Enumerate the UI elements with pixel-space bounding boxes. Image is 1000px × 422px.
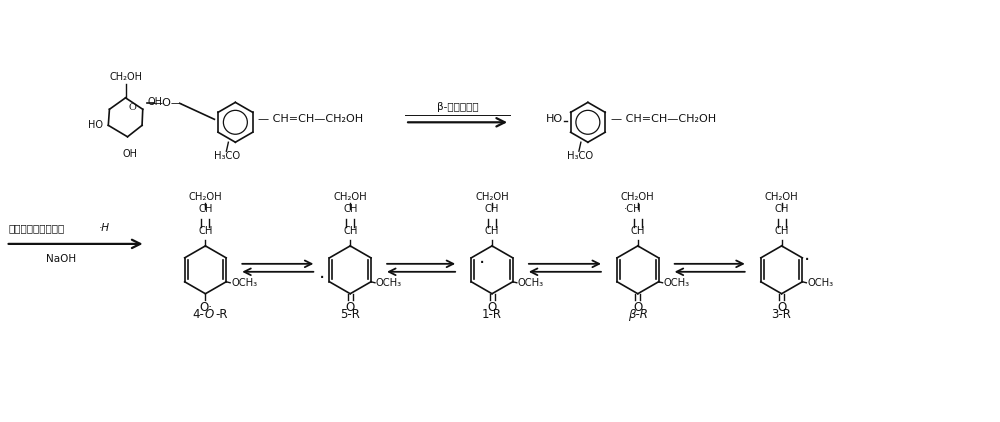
Text: ·: ·	[804, 252, 810, 271]
Text: CH₂OH: CH₂OH	[765, 192, 798, 202]
Text: ·CH: ·CH	[624, 204, 642, 214]
Text: β-葡萄糖苷酶: β-葡萄糖苷酶	[437, 102, 478, 112]
Text: CH₂OH: CH₂OH	[475, 192, 509, 202]
Text: OCH₃: OCH₃	[807, 278, 833, 288]
Text: CH₂OH: CH₂OH	[621, 192, 655, 202]
Text: — CH=CH—CH₂OH: — CH=CH—CH₂OH	[611, 114, 716, 124]
Text: 1-R: 1-R	[482, 308, 502, 321]
Text: O: O	[777, 301, 786, 314]
Text: CH: CH	[198, 226, 213, 236]
Text: CH: CH	[485, 204, 499, 214]
Text: O·: O·	[199, 301, 212, 314]
Text: H₃CO: H₃CO	[214, 151, 240, 161]
Text: O: O	[129, 103, 136, 112]
Text: HO: HO	[546, 114, 563, 124]
Text: 3-R: 3-R	[772, 308, 792, 321]
Text: OCH₃: OCH₃	[664, 278, 690, 288]
Text: O: O	[346, 301, 355, 314]
Text: H₃CO: H₃CO	[567, 151, 593, 161]
Text: CH: CH	[198, 204, 213, 214]
Text: —O—: —O—	[151, 98, 182, 108]
Text: 4-: 4-	[193, 308, 204, 321]
Text: CH: CH	[774, 204, 789, 214]
Text: OH: OH	[122, 149, 137, 159]
Text: ·: ·	[479, 254, 485, 273]
Text: HO: HO	[88, 120, 103, 130]
Text: 过氧化物酶或脱氨酶: 过氧化物酶或脱氨酶	[9, 223, 65, 233]
Text: CH₂OH: CH₂OH	[189, 192, 222, 202]
Text: 5-R: 5-R	[340, 308, 360, 321]
Text: ·: ·	[319, 269, 326, 288]
Text: OCH₃: OCH₃	[376, 278, 402, 288]
Text: CH: CH	[774, 226, 789, 236]
Text: CH₂OH: CH₂OH	[333, 192, 367, 202]
Text: — CH=CH—CH₂OH: — CH=CH—CH₂OH	[258, 114, 363, 124]
Text: O: O	[633, 301, 642, 314]
Text: O: O	[204, 308, 214, 321]
Text: ·H: ·H	[99, 223, 110, 233]
Text: -R: -R	[215, 308, 228, 321]
Text: CH₂OH: CH₂OH	[109, 72, 142, 82]
Text: OH: OH	[148, 97, 163, 107]
Text: β-R: β-R	[628, 308, 648, 321]
Text: NaOH: NaOH	[46, 254, 76, 264]
Text: O: O	[487, 301, 497, 314]
Text: OCH₃: OCH₃	[231, 278, 257, 288]
Text: CH: CH	[631, 226, 645, 236]
Text: CH: CH	[485, 226, 499, 236]
Text: CH: CH	[343, 204, 357, 214]
Text: OCH₃: OCH₃	[518, 278, 544, 288]
Text: CH: CH	[343, 226, 357, 236]
